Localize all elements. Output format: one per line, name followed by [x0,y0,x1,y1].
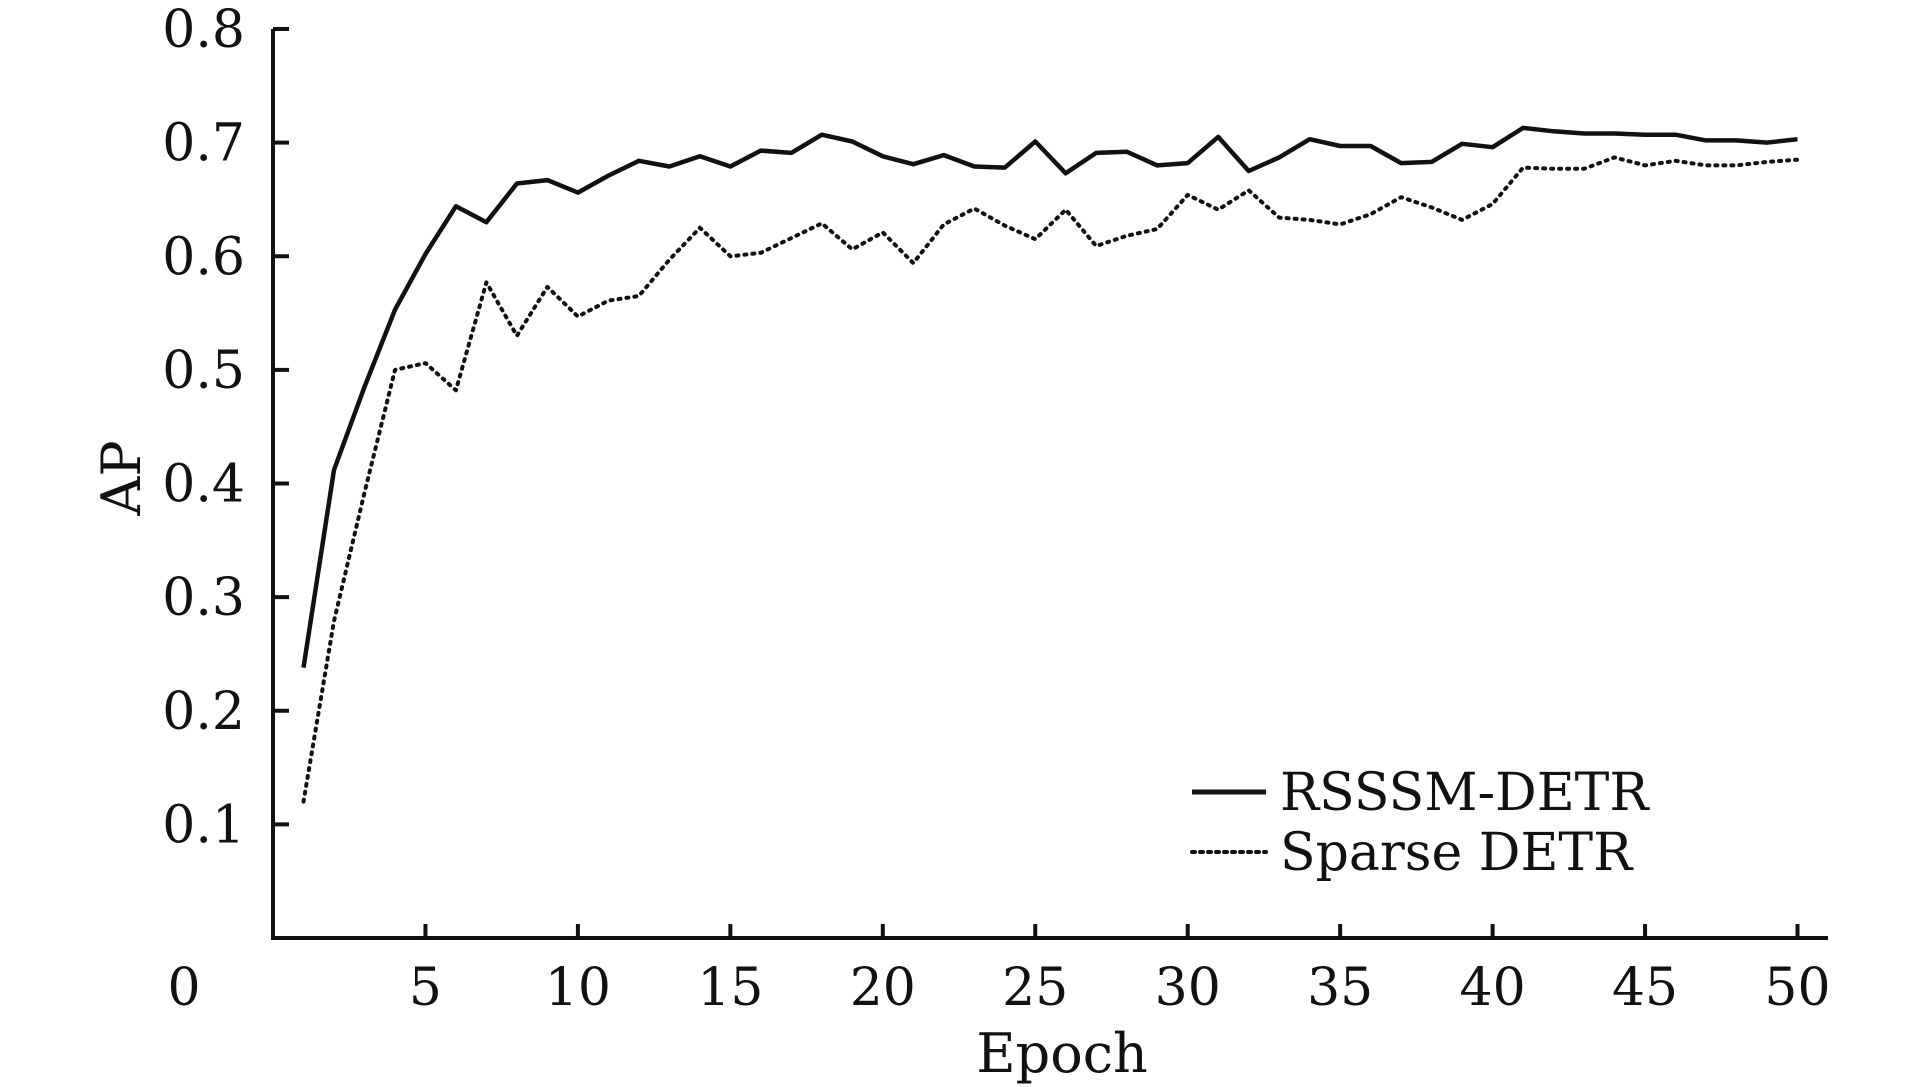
legend-label-rsssm-detr: RSSSM-DETR [1280,763,1650,823]
y-tick-label: 0.4 [162,455,245,515]
y-tick-label: 0.7 [162,114,245,174]
x-tick-label: 10 [545,958,611,1018]
y-axis-title: AP [90,440,153,516]
series-line-rsssm-detr [301,125,1798,668]
x-tick-label: 40 [1460,958,1526,1018]
x-tick-label: 15 [697,958,763,1018]
y-tick-label: 0.2 [162,682,245,742]
x-tick-label: 45 [1612,958,1678,1018]
legend-label-sparse-detr: Sparse DETR [1280,823,1634,883]
x-tick-label: 35 [1307,958,1373,1018]
x-tick-label: 5 [409,958,442,1018]
legend: RSSSM-DETR Sparse DETR [1190,763,1650,883]
series-line-sparse-detr [301,155,1800,804]
x-tick-label: 50 [1764,958,1830,1018]
y-tick-label: 0.3 [162,568,245,628]
x-tick-label: 25 [1002,958,1068,1018]
x-tick-label: 30 [1155,958,1221,1018]
series-group [301,125,1800,804]
x-tick-label: 20 [850,958,916,1018]
origin-label: 0 [167,958,200,1018]
y-tick-group: 0.1 0.2 0.3 0.4 0.5 0.6 0.7 0.8 [162,0,289,855]
x-tick-group: 5 10 15 20 25 30 35 40 45 50 [409,924,1831,1018]
y-tick-label: 0.6 [162,227,245,287]
y-tick-label: 0.5 [162,341,245,401]
y-tick-label: 0.8 [162,0,245,60]
x-axis-title: Epoch [976,1022,1148,1085]
y-tick-label: 0.1 [162,795,245,855]
